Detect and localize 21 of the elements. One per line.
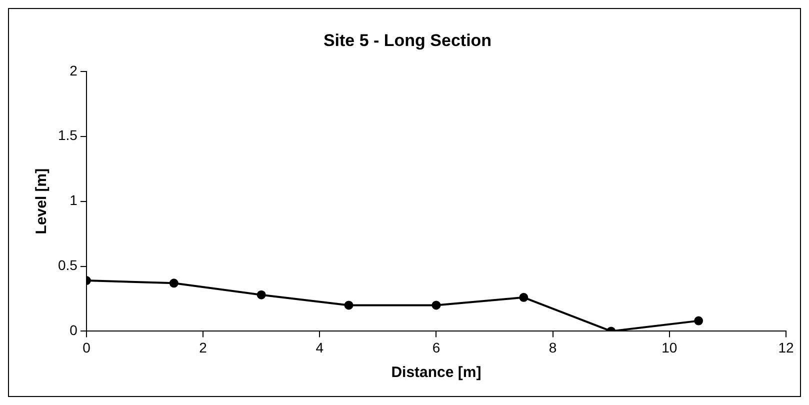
y-tick-label: 0: [70, 322, 78, 338]
point: [694, 316, 704, 326]
chart-title: Site 5 - Long Section: [323, 30, 492, 50]
y-axis-title: Level [m]: [33, 168, 50, 234]
x-tick-label: 12: [778, 339, 794, 356]
x-tick-label: 10: [662, 339, 678, 356]
x-tick-label: 6: [432, 339, 440, 356]
y-tick-label: 1.5: [58, 127, 78, 144]
x-tick-label: 2: [199, 339, 208, 356]
y-tick-label: 1: [70, 192, 78, 208]
x-axis-title: Distance [m]: [391, 364, 482, 382]
y-tick-label: 2: [70, 62, 78, 78]
point: [344, 300, 354, 310]
point: [519, 292, 528, 302]
point: [256, 290, 266, 300]
x-tick-label: 4: [316, 339, 324, 356]
x-tick-label: 8: [548, 339, 557, 356]
point: [169, 278, 178, 288]
point: [432, 300, 441, 310]
y-tick-label: 0.5: [58, 257, 78, 274]
x-tick-label: 0: [82, 339, 91, 356]
